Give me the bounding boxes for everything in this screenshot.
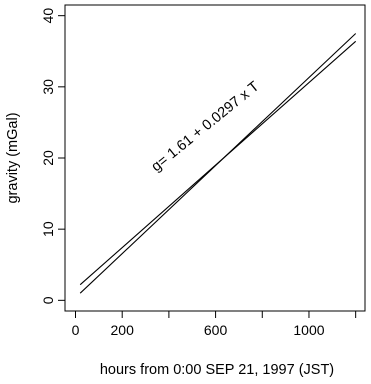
x-tick-label-1000: 1000 (293, 322, 324, 338)
y-tick-label-30: 30 (40, 79, 56, 95)
y-tick-label-10: 10 (40, 221, 56, 237)
fit-equation-annotation: g= 1.61 + 0.0297 x T (149, 79, 263, 176)
x-tick-label-0: 0 (72, 322, 80, 338)
x-axis: 0 200 600 1000 (72, 311, 357, 338)
y-tick-label-0: 0 (40, 296, 56, 304)
y-tick-label-40: 40 (40, 8, 56, 24)
x-tick-label-200: 200 (111, 322, 135, 338)
y-axis-label: gravity (mGal) (5, 112, 21, 203)
y-tick-label-20: 20 (40, 150, 56, 166)
x-tick-label-600: 600 (204, 322, 228, 338)
series-group (79, 33, 357, 294)
y-axis: 0 10 20 30 40 (40, 8, 65, 304)
x-axis-label: hours from 0:00 SEP 21, 1997 (JST) (100, 362, 334, 378)
series-line-2 (79, 40, 357, 286)
